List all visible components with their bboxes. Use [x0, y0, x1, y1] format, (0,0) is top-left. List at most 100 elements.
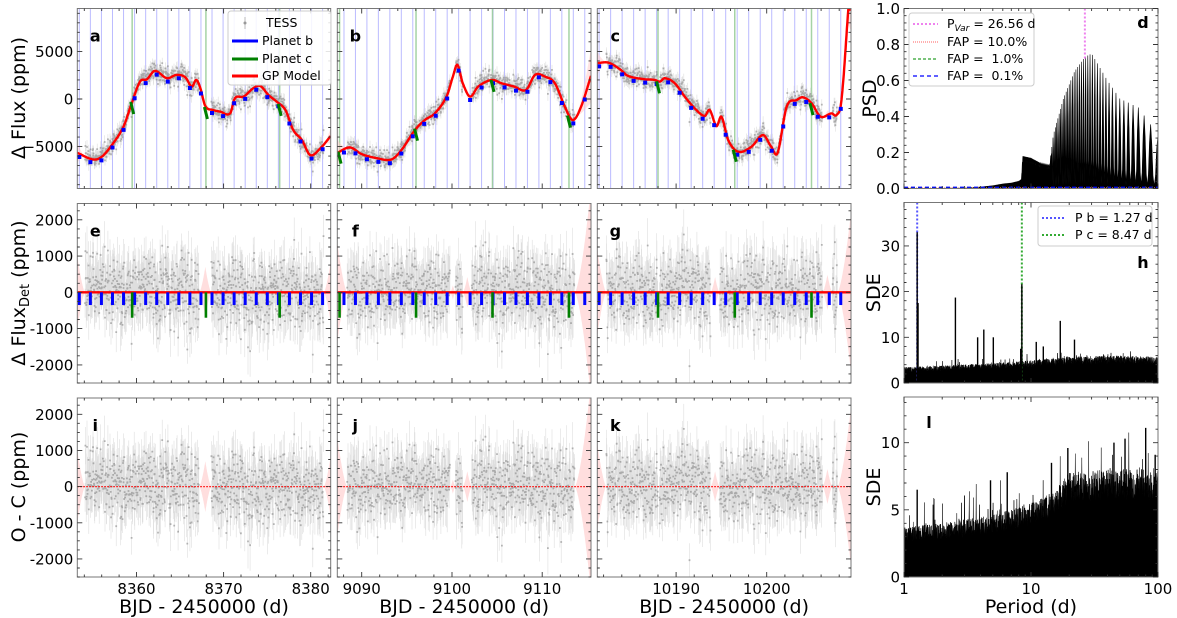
panel-e-ticks — [77, 203, 331, 384]
x-tick-label: 8360 — [117, 580, 155, 598]
x-axis-label: BJD - 2450000 (d) — [639, 596, 809, 618]
planet-b-transit-model — [839, 292, 843, 306]
planet-b-transit-model — [422, 292, 426, 306]
panel-letter-c: c — [611, 27, 620, 46]
planet-b-transit-model — [457, 292, 461, 306]
panel-b-frame — [336, 8, 592, 189]
planet-c-transit-model — [489, 79, 496, 93]
planet-b-transit-model — [265, 292, 269, 306]
planet-b-transit-model — [177, 292, 181, 306]
panel-a-plot-area — [77, 8, 331, 189]
planet-b-transit-model — [583, 292, 587, 306]
y-tick-label: 5000 — [35, 43, 73, 61]
y-tick-label: 1000 — [35, 442, 73, 460]
planet-b-transit-model — [597, 292, 601, 306]
planet-c-transit-model — [337, 151, 343, 165]
legend-label-gp-model: GP Model — [262, 68, 321, 83]
planet-b-transit-model — [376, 292, 380, 306]
x-tick-label: 9100 — [433, 580, 471, 598]
y-tick-label: 0 — [64, 478, 74, 496]
panel-letter-l: l — [926, 413, 931, 432]
planet-b-transit-model — [793, 292, 797, 306]
panel-j-plot-area — [337, 398, 591, 577]
legend-label-pvar: PVar = 26.56 d — [947, 16, 1035, 34]
x-tick-label: 8370 — [204, 580, 242, 598]
planet-b-transit-model — [133, 292, 137, 306]
planet-c-transit-model — [338, 292, 341, 318]
y-tick-label: -1000 — [30, 514, 74, 532]
y-tick-label: 30 — [881, 237, 900, 255]
sde-curve — [904, 432, 1158, 577]
legend-label-tess: TESS — [265, 15, 297, 30]
y-tick-label: 0.0 — [876, 180, 900, 198]
planet-c-transit-model — [202, 106, 209, 120]
x-tick-label: 8380 — [292, 580, 330, 598]
planet-b-transit-model — [77, 292, 81, 306]
planet-b-transit-model — [144, 292, 148, 306]
legend-label-planet-c: Planet c — [262, 51, 312, 66]
y-tick-label: 0 — [64, 90, 74, 108]
planet-c-transit-model — [204, 292, 208, 318]
planet-b-transit-model — [770, 292, 774, 306]
planet-c-transit-model — [655, 80, 661, 94]
sde-curve — [904, 351, 1158, 383]
planet-c-transit-model — [276, 103, 283, 117]
planet-b-transit-model — [571, 292, 575, 306]
planet-b-transit-model — [254, 292, 258, 306]
planet-b-transit-model — [503, 292, 507, 306]
y-tick-label: 0.4 — [876, 108, 900, 126]
panel-j-frame — [336, 397, 592, 578]
planet-c-transit-model — [129, 101, 136, 115]
planet-b-transit-model — [609, 292, 613, 306]
planet-b-transit-model — [365, 292, 369, 306]
planet-b-transit-model — [804, 292, 808, 306]
panel-k-frame — [596, 397, 852, 578]
panel-k-plot-area — [597, 403, 851, 577]
legend-label-pc: P c = 8.47 d — [1075, 227, 1152, 242]
panel-h-plot-area — [904, 202, 1158, 383]
x-axis-label: BJD - 2450000 (d) — [119, 596, 289, 618]
planet-b-transit-model — [655, 292, 659, 306]
planet-b-transit-model — [166, 292, 170, 306]
planet-b-transit-model — [110, 292, 114, 306]
planet-b-transit-model — [735, 292, 739, 306]
gp-model-line — [77, 69, 331, 161]
planet-b-transit-model — [232, 292, 236, 306]
panel-letter-d: d — [1137, 13, 1148, 32]
planet-c-transit-model — [414, 292, 418, 318]
x-axis-label: BJD - 2450000 (d) — [379, 596, 549, 618]
y-tick-label: 2000 — [35, 211, 73, 229]
planet-b-transit-model — [298, 292, 302, 306]
planet-b-transit-model — [99, 292, 103, 306]
tess-errorbars — [346, 414, 575, 575]
y-axis-label-main: Δ Flux — [8, 307, 30, 366]
legend-psd: PVar = 26.56 d FAP = 10.0% FAP = 1.0% FA… — [908, 12, 1035, 87]
y-tick-label: 1000 — [35, 248, 73, 266]
planet-b-transit-model — [525, 292, 529, 306]
panel-h-ticks — [903, 202, 1159, 384]
legend-box — [1037, 205, 1153, 247]
planet-c-transit-model — [808, 102, 815, 116]
legend-label-pb: P b = 1.27 d — [1075, 210, 1153, 225]
planet-b-transit-model — [411, 292, 415, 306]
legend-box — [227, 10, 332, 86]
panel-g-plot-area — [597, 209, 851, 383]
panel-letter-b: b — [350, 27, 361, 46]
planet-b-transit-model — [321, 292, 325, 306]
y-axis-label: Δ FluxDet (ppm) — [8, 220, 33, 365]
planet-b-transit-model — [816, 292, 820, 306]
planet-b-transit-model — [468, 292, 472, 306]
gp-uncertainty-band — [337, 51, 591, 166]
planet-b-transit-model — [199, 292, 203, 306]
legend-label-fap10: FAP = 10.0% — [947, 34, 1027, 49]
planet-b-transit-model — [666, 292, 670, 306]
x-tick-label: 10200 — [743, 580, 791, 598]
legend-tess-marker-icon — [243, 21, 247, 25]
planet-b-transit-model — [434, 292, 438, 306]
y-tick-label: −5000 — [23, 138, 74, 156]
panel-a-ticks — [77, 8, 331, 189]
planet-c-transit-model — [810, 292, 813, 318]
planet-b-transit-model — [310, 292, 314, 306]
pvar-label-rest: = 26.56 d — [969, 16, 1035, 31]
pvar-label-sub: Var — [955, 24, 971, 34]
